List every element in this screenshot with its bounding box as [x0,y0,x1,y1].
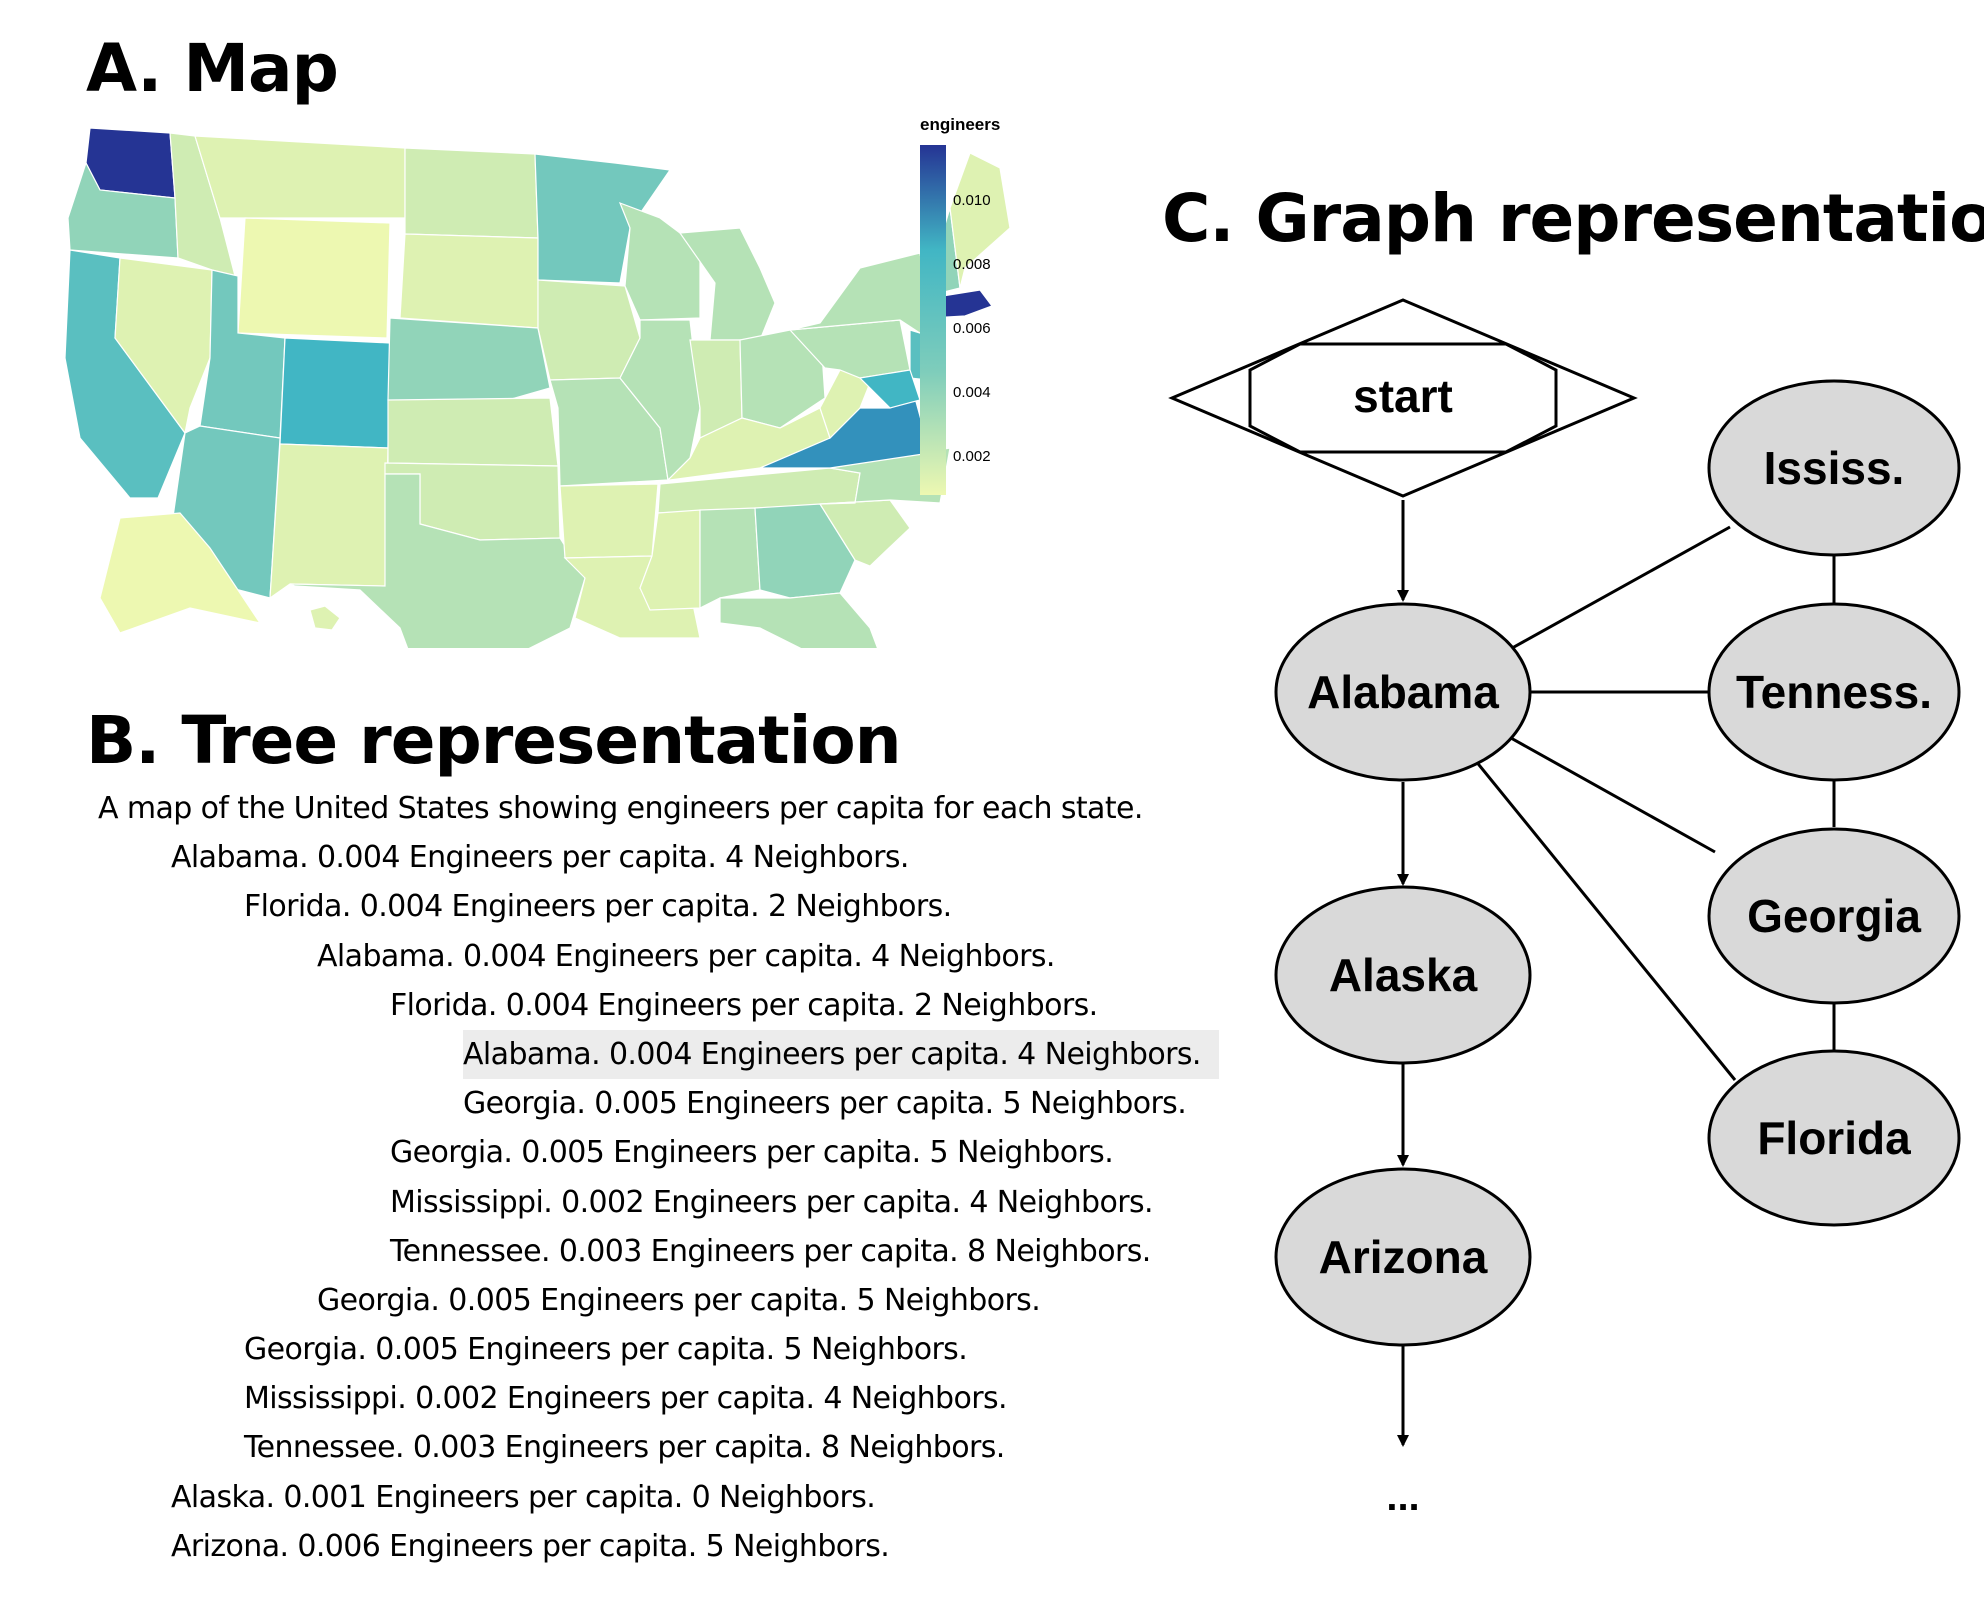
tree-row-text: Florida. 0.004 Engineers per capita. 2 N… [390,987,1098,1023]
tree-row-text: Georgia. 0.005 Engineers per capita. 5 N… [317,1282,1041,1318]
tree-row[interactable]: Florida. 0.004 Engineers per capita. 2 N… [98,882,1198,931]
node-label-arizona: Arizona [1319,1231,1488,1283]
node-label-tennessee: Tenness. [1736,666,1932,718]
color-legend: engineers 0.010 0.008 0.006 0.004 0.002 [920,115,1000,495]
legend-colorbar [920,145,946,495]
tree-row[interactable]: Georgia. 0.005 Engineers per capita. 5 N… [98,1325,1198,1374]
state-north-carolina[interactable] [819,447,951,505]
tree-row-text: Alaska. 0.001 Engineers per capita. 0 Ne… [171,1479,876,1515]
tree-row[interactable]: Arizona. 0.006 Engineers per capita. 5 N… [98,1522,1198,1571]
edge-alabama-georgia [1501,731,1716,854]
start-node[interactable]: start [1168,298,1638,498]
state-nebraska[interactable] [387,317,551,409]
tree-row[interactable]: Alaska. 0.001 Engineers per capita. 0 Ne… [98,1473,1198,1522]
tree-row-text: Florida. 0.004 Engineers per capita. 2 N… [244,889,952,925]
tree-row[interactable]: Mississippi. 0.002 Engineers per capita.… [98,1178,1198,1227]
edge-alabama-florida [1473,759,1737,1081]
tree-row[interactable]: Tennessee. 0.003 Engineers per capita. 8… [98,1423,1198,1472]
tree-row[interactable]: Mississippi. 0.002 Engineers per capita.… [98,1374,1198,1423]
node-georgia[interactable]: Georgia [1707,827,1961,1005]
state-florida[interactable] [719,592,900,648]
state-alaska[interactable] [99,512,262,634]
state-michigan[interactable] [678,227,776,341]
us-map-svg: engineers 0.010 0.008 0.006 0.004 0.002 [64,115,1011,648]
states-layer [64,127,1011,648]
tree-row[interactable]: Alabama. 0.004 Engineers per capita. 4 N… [98,833,1198,882]
state-kentucky[interactable] [666,407,831,481]
node-mississippi[interactable]: Ississ. [1707,379,1961,557]
state-montana[interactable] [194,135,406,219]
map-section-title: A. Map [86,30,339,107]
tree-row-text: Alabama. 0.004 Engineers per capita. 4 N… [463,1029,1219,1080]
state-wisconsin[interactable] [618,201,701,321]
node-label-florida: Florida [1757,1112,1911,1164]
tree-row-text: Georgia. 0.005 Engineers per capita. 5 N… [390,1135,1114,1171]
legend-tick-4: 0.002 [953,448,991,465]
node-alaska[interactable]: Alaska [1274,885,1532,1065]
node-label-alaska: Alaska [1329,949,1478,1001]
legend-tick-2: 0.006 [953,320,991,337]
edge-alabama-mississippi [1504,525,1731,654]
tree-row[interactable]: Georgia. 0.005 Engineers per capita. 5 N… [98,1276,1198,1325]
start-label: start [1353,370,1453,422]
start-inner-lines [1248,342,1558,454]
state-iowa[interactable] [537,279,641,381]
graph-svg: start Alabama Alaska Arizona Ississ. Ten… [1168,298,1961,1519]
graph-edges [1397,500,1836,1447]
tree-row-text: Alabama. 0.004 Engineers per capita. 4 N… [317,938,1055,974]
state-north-dakota[interactable] [404,147,539,239]
node-alabama[interactable]: Alabama [1274,602,1532,782]
tree-row[interactable]: Alabama. 0.004 Engineers per capita. 4 N… [98,1029,1219,1080]
state-arkansas[interactable] [559,483,659,559]
node-florida[interactable]: Florida [1707,1049,1961,1227]
node-label-georgia: Georgia [1747,890,1921,942]
tree-row[interactable]: Georgia. 0.005 Engineers per capita. 5 N… [98,1128,1198,1177]
state-hawaii[interactable] [309,605,341,631]
tree-row-text: Mississippi. 0.002 Engineers per capita.… [244,1381,1008,1417]
state-south-dakota[interactable] [399,233,539,329]
tree-section-title: B. Tree representation [86,702,902,779]
choropleth-map: engineers 0.010 0.008 0.006 0.004 0.002 [60,108,1020,648]
tree-row-text: Tennessee. 0.003 Engineers per capita. 8… [390,1233,1151,1269]
state-new-mexico[interactable] [269,443,389,600]
node-arizona[interactable]: Arizona [1274,1167,1532,1347]
tree-row[interactable]: Tennessee. 0.003 Engineers per capita. 8… [98,1227,1198,1276]
tree-row-text: Tennessee. 0.003 Engineers per capita. 8… [244,1430,1005,1466]
tree-row[interactable]: Florida. 0.004 Engineers per capita. 2 N… [98,981,1198,1030]
legend-title: engineers [920,115,1000,134]
tree-row-text: Alabama. 0.004 Engineers per capita. 4 N… [171,840,909,876]
tree-row-text: A map of the United States showing engin… [98,791,1143,826]
graph-more-ellipsis: ... [1386,1475,1419,1519]
state-alabama[interactable] [699,507,761,609]
tree-row-text: Mississippi. 0.002 Engineers per capita.… [390,1184,1154,1220]
state-wyoming[interactable] [237,217,391,339]
legend-tick-3: 0.004 [953,384,991,401]
node-tennessee[interactable]: Tenness. [1707,602,1961,782]
state-maine[interactable] [949,152,1011,289]
node-label-alabama: Alabama [1307,666,1499,718]
graph-section-title: C. Graph representation [1162,180,1984,257]
tree-view: A map of the United States showing engin… [98,784,1219,1571]
state-colorado[interactable] [279,337,391,449]
tree-row[interactable]: A map of the United States showing engin… [98,784,1198,833]
state-minnesota[interactable] [534,153,672,284]
graph-diagram: start Alabama Alaska Arizona Ississ. Ten… [1150,280,1980,1540]
tree-row-text: Georgia. 0.005 Engineers per capita. 5 N… [463,1086,1187,1122]
tree-row[interactable]: Georgia. 0.005 Engineers per capita. 5 N… [98,1079,1198,1128]
state-texas[interactable] [289,473,586,648]
node-label-mississippi: Ississ. [1764,442,1905,494]
tree-row[interactable]: Alabama. 0.004 Engineers per capita. 4 N… [98,932,1198,981]
tree-row-text: Arizona. 0.006 Engineers per capita. 5 N… [171,1528,890,1564]
legend-tick-1: 0.008 [953,256,991,273]
legend-tick-0: 0.010 [953,192,991,209]
state-kansas[interactable] [387,397,559,467]
tree-row-text: Georgia. 0.005 Engineers per capita. 5 N… [244,1332,968,1368]
